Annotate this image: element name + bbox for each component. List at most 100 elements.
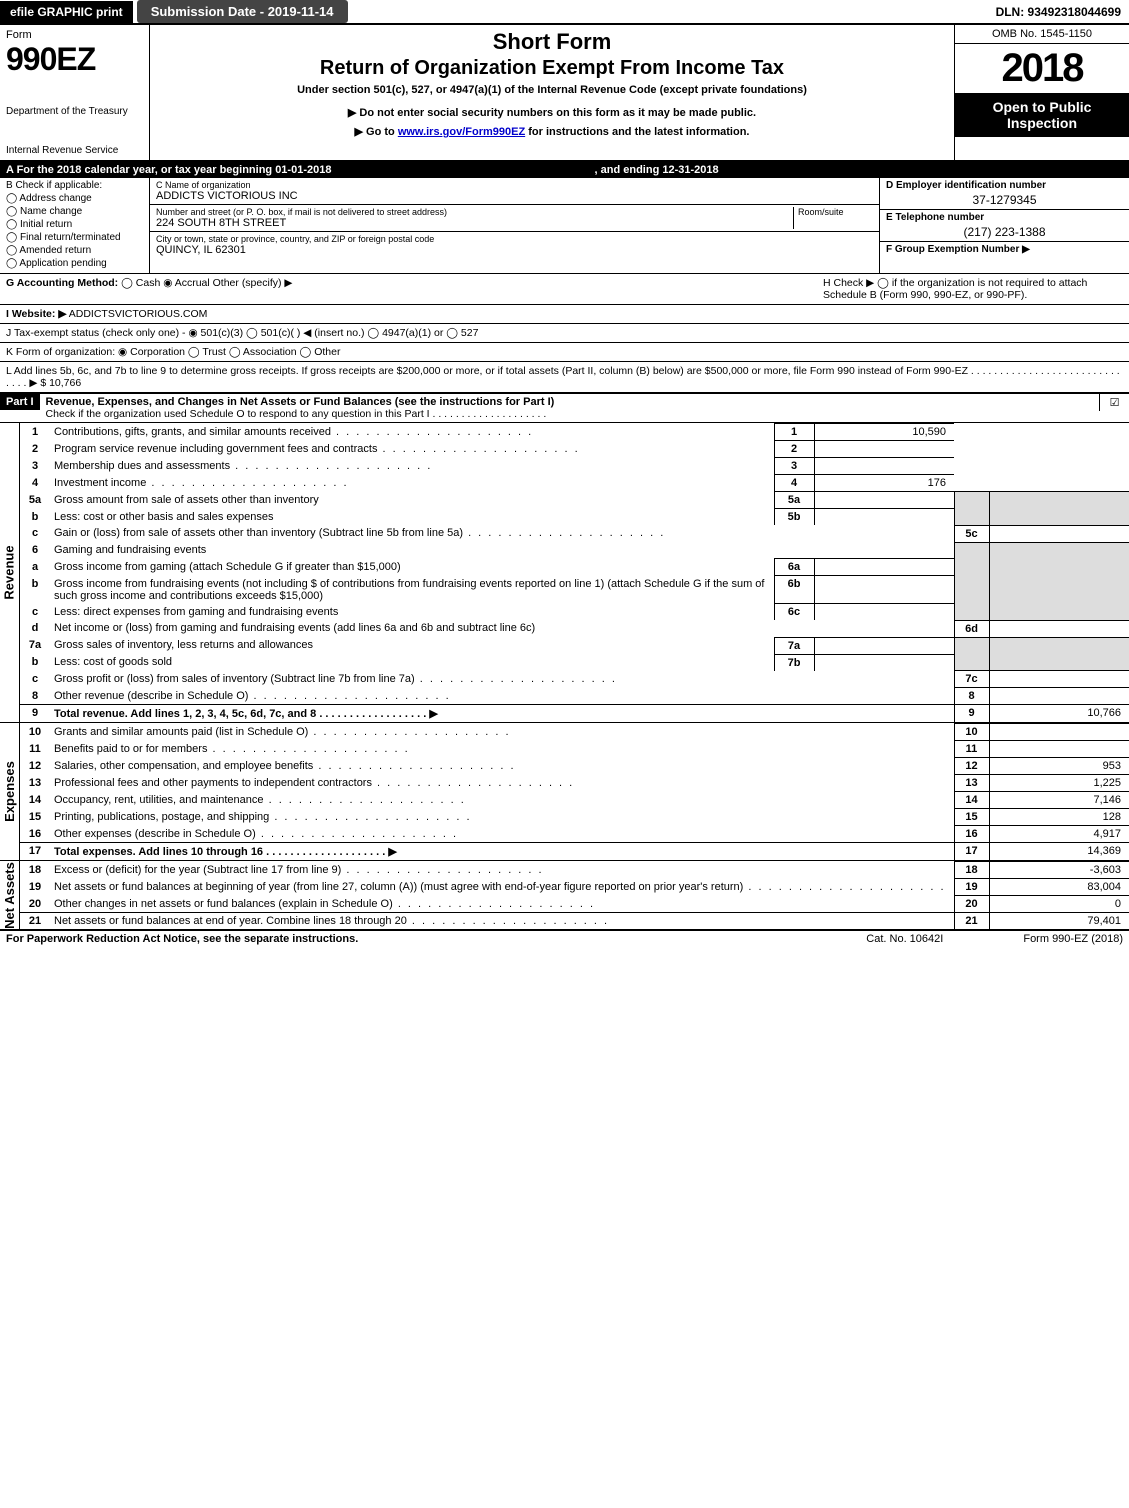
ssn-warning: ▶ Do not enter social security numbers o… bbox=[158, 106, 946, 119]
expenses-section: Expenses 10Grants and similar amounts pa… bbox=[0, 723, 1129, 861]
l16-desc: Other expenses (describe in Schedule O) bbox=[50, 826, 954, 843]
ein-value: 37-1279345 bbox=[886, 191, 1123, 207]
l5a-val bbox=[814, 492, 954, 509]
netassets-side-label: Net Assets bbox=[0, 861, 20, 929]
l4-num: 4 bbox=[20, 475, 50, 492]
l6b-val bbox=[814, 576, 954, 604]
org-name: ADDICTS VICTORIOUS INC bbox=[156, 190, 873, 202]
row-l: L Add lines 5b, 6c, and 7b to line 9 to … bbox=[0, 362, 1129, 393]
l6-shade bbox=[954, 542, 989, 620]
l14-ln: 14 bbox=[954, 792, 989, 809]
street: 224 SOUTH 8TH STREET bbox=[156, 217, 793, 229]
l19-num: 19 bbox=[20, 879, 50, 896]
l6d-ln: 6d bbox=[954, 620, 989, 637]
l18-amt: -3,603 bbox=[989, 862, 1129, 879]
l8-ln: 8 bbox=[954, 688, 989, 705]
box-j[interactable]: J Tax-exempt status (check only one) - ◉… bbox=[6, 327, 1123, 339]
l5c-desc: Gain or (loss) from sale of assets other… bbox=[50, 525, 954, 542]
irs-link[interactable]: www.irs.gov/Form990EZ bbox=[398, 126, 525, 138]
revenue-section: Revenue 1Contributions, gifts, grants, a… bbox=[0, 423, 1129, 723]
l7a-num: 7a bbox=[20, 637, 50, 654]
goto-pre: ▶ Go to bbox=[355, 126, 398, 138]
part1-checkbox[interactable]: ☑ bbox=[1099, 394, 1129, 411]
l20-num: 20 bbox=[20, 896, 50, 913]
chk-address-change[interactable]: Address change bbox=[6, 193, 143, 204]
box-b: B Check if applicable: Address change Na… bbox=[0, 178, 150, 273]
box-i-label: I Website: ▶ bbox=[6, 308, 66, 320]
l6-shade-amt bbox=[989, 542, 1129, 620]
row-gh: G Accounting Method: ◯ Cash ◉ Accrual Ot… bbox=[0, 274, 1129, 305]
l6-desc: Gaming and fundraising events bbox=[50, 542, 954, 559]
l1-amt: 10,590 bbox=[814, 424, 954, 441]
period-row: A For the 2018 calendar year, or tax yea… bbox=[0, 162, 1129, 178]
efile-button[interactable]: efile GRAPHIC print bbox=[0, 1, 133, 23]
l6c-val bbox=[814, 604, 954, 621]
l6c-sub: 6c bbox=[774, 604, 814, 621]
l6b-num: b bbox=[20, 576, 50, 604]
box-k[interactable]: K Form of organization: ◉ Corporation ◯ … bbox=[6, 346, 1123, 358]
row-k: K Form of organization: ◉ Corporation ◯ … bbox=[0, 343, 1129, 362]
l16-amt: 4,917 bbox=[989, 826, 1129, 843]
l4-desc: Investment income bbox=[50, 475, 774, 492]
revenue-table: 1Contributions, gifts, grants, and simil… bbox=[20, 423, 1129, 722]
l7b-sub: 7b bbox=[774, 654, 814, 671]
l21-amt: 79,401 bbox=[989, 913, 1129, 930]
period-end: , and ending 12-31-2018 bbox=[595, 164, 719, 176]
top-bar: efile GRAPHIC print Submission Date - 20… bbox=[0, 0, 1129, 25]
l6d-amt bbox=[989, 620, 1129, 637]
open-public: Open to Public Inspection bbox=[955, 93, 1129, 137]
tax-year: 2018 bbox=[955, 44, 1129, 93]
chk-amended-return[interactable]: Amended return bbox=[6, 245, 143, 256]
l16-num: 16 bbox=[20, 826, 50, 843]
l2-amt bbox=[814, 441, 954, 458]
l17-ln: 17 bbox=[954, 843, 989, 861]
l15-desc: Printing, publications, postage, and shi… bbox=[50, 809, 954, 826]
form-header: Form 990EZ Department of the Treasury In… bbox=[0, 25, 1129, 162]
expenses-side-label: Expenses bbox=[0, 723, 20, 860]
l19-ln: 19 bbox=[954, 879, 989, 896]
l11-desc: Benefits paid to or for members bbox=[50, 741, 954, 758]
l6c-desc: Less: direct expenses from gaming and fu… bbox=[50, 604, 774, 621]
l4-amt: 176 bbox=[814, 475, 954, 492]
l5a-num: 5a bbox=[20, 492, 50, 509]
netassets-section: Net Assets 18Excess or (deficit) for the… bbox=[0, 861, 1129, 930]
box-h[interactable]: H Check ▶ ◯ if the organization is not r… bbox=[823, 277, 1123, 301]
l1-desc: Contributions, gifts, grants, and simila… bbox=[50, 424, 774, 441]
l7-shade bbox=[954, 637, 989, 671]
city: QUINCY, IL 62301 bbox=[156, 244, 873, 256]
l7b-desc: Less: cost of goods sold bbox=[50, 654, 774, 671]
ein-label: D Employer identification number bbox=[886, 180, 1123, 191]
l13-num: 13 bbox=[20, 775, 50, 792]
group-exempt-label: F Group Exemption Number ▶ bbox=[886, 244, 1123, 255]
l5c-amt bbox=[989, 525, 1129, 542]
l18-desc: Excess or (deficit) for the year (Subtra… bbox=[50, 862, 954, 879]
chk-final-return[interactable]: Final return/terminated bbox=[6, 232, 143, 243]
info-block: B Check if applicable: Address change Na… bbox=[0, 178, 1129, 274]
box-g-options[interactable]: ◯ Cash ◉ Accrual Other (specify) ▶ bbox=[121, 277, 292, 289]
box-def: D Employer identification number 37-1279… bbox=[879, 178, 1129, 273]
chk-application-pending[interactable]: Application pending bbox=[6, 258, 143, 269]
l20-desc: Other changes in net assets or fund bala… bbox=[50, 896, 954, 913]
box-l: L Add lines 5b, 6c, and 7b to line 9 to … bbox=[6, 365, 1123, 389]
l17-num: 17 bbox=[20, 843, 50, 861]
website-value: ADDICTSVICTORIOUS.COM bbox=[69, 308, 208, 320]
l5c-num: c bbox=[20, 525, 50, 542]
expenses-table: 10Grants and similar amounts paid (list … bbox=[20, 723, 1129, 860]
l8-amt bbox=[989, 688, 1129, 705]
l9-num: 9 bbox=[20, 705, 50, 723]
l7c-num: c bbox=[20, 671, 50, 688]
l7b-val bbox=[814, 654, 954, 671]
omb-number: OMB No. 1545-1150 bbox=[955, 25, 1129, 44]
l6a-val bbox=[814, 559, 954, 576]
chk-initial-return[interactable]: Initial return bbox=[6, 219, 143, 230]
chk-name-change[interactable]: Name change bbox=[6, 206, 143, 217]
l11-num: 11 bbox=[20, 741, 50, 758]
l8-desc: Other revenue (describe in Schedule O) bbox=[50, 688, 954, 705]
l18-ln: 18 bbox=[954, 862, 989, 879]
l7a-desc: Gross sales of inventory, less returns a… bbox=[50, 637, 774, 654]
footer-left: For Paperwork Reduction Act Notice, see … bbox=[6, 933, 866, 945]
l6c-num: c bbox=[20, 604, 50, 621]
under-section: Under section 501(c), 527, or 4947(a)(1)… bbox=[158, 84, 946, 96]
l6-num: 6 bbox=[20, 542, 50, 559]
l3-amt bbox=[814, 458, 954, 475]
